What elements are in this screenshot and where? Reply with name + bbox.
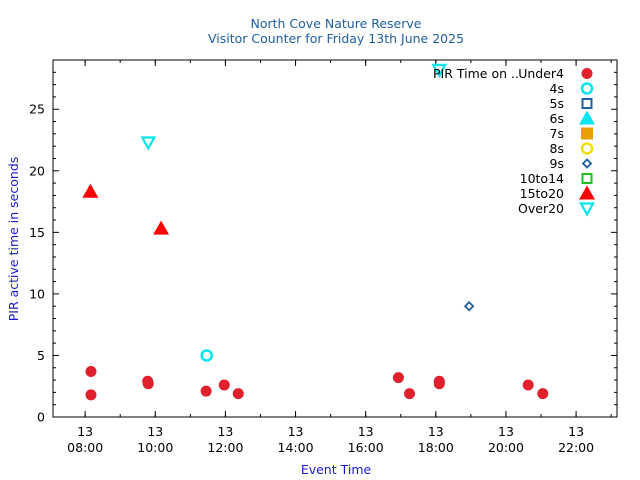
- legend-marker-5s: [581, 98, 593, 109]
- legend-marker-over20: [579, 202, 595, 217]
- x-axis-label: Event Time: [301, 462, 372, 477]
- legend-label: 6s: [550, 111, 564, 126]
- x-tick-day: 13: [568, 424, 584, 439]
- data-point-under4: [142, 378, 154, 390]
- data-point-9s: [463, 300, 475, 312]
- legend-marker-9s: [581, 158, 593, 169]
- data-point-over20: [431, 63, 448, 79]
- data-point-under4: [218, 379, 230, 391]
- y-tick-label: 25: [29, 102, 45, 117]
- x-tick-day: 13: [77, 424, 93, 439]
- x-tick-time: 20:00: [488, 440, 524, 455]
- legend-marker-4s: [580, 82, 594, 95]
- x-tick-time: 10:00: [137, 440, 173, 455]
- data-point-under4: [433, 378, 445, 390]
- legend-label: 9s: [550, 156, 564, 171]
- legend-marker-6s: [579, 110, 595, 125]
- data-point-over20: [140, 136, 157, 151]
- legend-label: 4s: [550, 81, 564, 96]
- legend: PIR Time on .. Under44s5s6s7s8s9s10to1415…: [433, 66, 595, 217]
- data-point-15to20: [153, 220, 170, 235]
- x-tick-time: 18:00: [418, 440, 454, 455]
- data-point-under4: [404, 388, 416, 400]
- data-point-15to20: [82, 183, 99, 198]
- legend-label: 7s: [550, 126, 564, 141]
- x-tick-day: 13: [147, 424, 163, 439]
- chart-subtitle: Visitor Counter for Friday 13th June 202…: [208, 31, 464, 46]
- legend-label: Over20: [518, 201, 564, 216]
- y-tick-label: 0: [37, 410, 45, 425]
- legend-marker-7s: [581, 127, 593, 140]
- legend-label: 10to14: [520, 171, 564, 186]
- y-axis-label: PIR active time in seconds: [6, 157, 21, 322]
- x-tick-day: 13: [428, 424, 444, 439]
- x-tick-time: 16:00: [348, 440, 384, 455]
- data-points: [82, 63, 549, 401]
- legend-label: 15to20: [520, 186, 564, 201]
- data-point-under4: [200, 385, 212, 397]
- legend-label: 8s: [550, 141, 564, 156]
- legend-marker-10to14: [581, 173, 593, 184]
- data-point-under4: [537, 388, 549, 400]
- y-tick-label: 10: [29, 286, 45, 301]
- x-tick-time: 08:00: [67, 440, 103, 455]
- x-tick-day: 13: [217, 424, 233, 439]
- legend-marker-15to20: [579, 185, 595, 200]
- x-tick-time: 14:00: [278, 440, 314, 455]
- data-point-under4: [522, 379, 534, 391]
- y-axis: 0 5 10 15 20 25: [29, 59, 617, 425]
- x-tick-time: 12:00: [207, 440, 243, 455]
- legend-label: 5s: [550, 96, 564, 111]
- data-point-under4: [232, 388, 244, 400]
- y-tick-label: 20: [29, 163, 45, 178]
- legend-title: PIR Time on ..: [433, 66, 519, 81]
- legend-label: Under4: [518, 66, 564, 81]
- x-tick-day: 13: [288, 424, 304, 439]
- legend-marker-8s: [580, 142, 594, 155]
- chart-title: North Cove Nature Reserve: [251, 16, 422, 31]
- plot-frame: [52, 59, 618, 418]
- y-tick-label: 5: [37, 348, 45, 363]
- data-point-under4: [85, 365, 97, 377]
- x-tick-time: 22:00: [558, 440, 594, 455]
- x-tick-day: 13: [358, 424, 374, 439]
- x-tick-day: 13: [498, 424, 514, 439]
- y-tick-label: 15: [29, 225, 45, 240]
- data-point-4s: [200, 349, 213, 362]
- data-point-under4: [85, 389, 97, 401]
- data-point-under4: [392, 372, 404, 384]
- legend-marker-under4: [581, 68, 593, 79]
- x-axis: 1308:001310:001312:001314:001316:001318:…: [67, 60, 612, 455]
